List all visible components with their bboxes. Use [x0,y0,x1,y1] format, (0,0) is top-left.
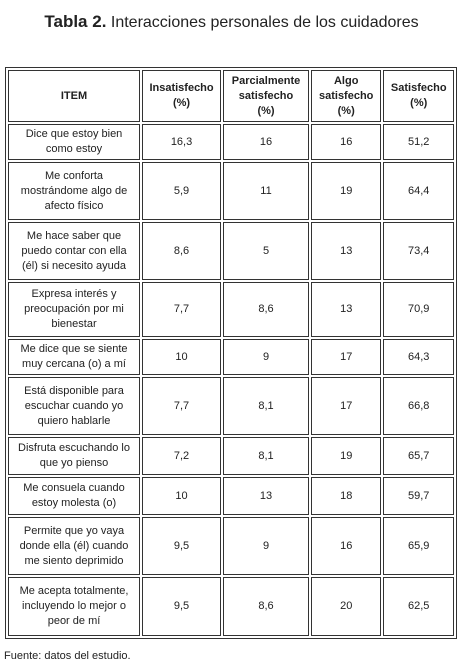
value-cell: 16 [310,124,382,160]
header-row: ITEM Insatisfecho (%) Parcialmente satisfe… [8,70,454,122]
value-cell: 5 [223,222,309,280]
value-cell: 9,5 [142,577,222,636]
title: Tabla 2. Interacciones personales de los… [0,12,463,32]
item-cell: Dice que estoy bien como estoy [8,124,140,160]
value-cell: 16 [223,124,309,160]
item-cell: Expresa interés y preocupación por mi bi… [8,282,140,337]
value-cell: 9 [223,517,309,575]
value-cell: 65,7 [383,437,454,475]
title-text: Interacciones personales de los cuidador… [110,14,419,31]
header-cell: ITEM [8,70,140,122]
title-label: Tabla 2. [44,12,107,31]
row: Me dice que se siente muy cercana (o) a … [8,339,454,375]
row: Dice que estoy bien como estoy 16,3 16 16 51… [8,124,454,160]
value-cell: 13 [223,477,309,515]
value-cell: 8,1 [223,437,309,475]
value-cell: 18 [310,477,382,515]
value-cell: 19 [310,162,382,220]
value-cell: 20 [310,577,382,636]
table: ITEM Insatisfecho (%) Parcialmente satisfe… [5,67,457,639]
value-cell: 64,3 [383,339,454,375]
item-cell: Me conforta mostrándome algo de afecto f… [8,162,140,220]
item-cell: Me consuela cuando estoy molesta (o) [8,477,140,515]
item-cell: Me acepta totalmente, incluyendo lo mejo… [8,577,140,636]
value-cell: 19 [310,437,382,475]
value-cell: 13 [310,222,382,280]
item-cell: Me hace saber que puedo contar con ella … [8,222,140,280]
item-cell: Está disponible para escuchar cuando yo … [8,377,140,435]
row: Me conforta mostrándome algo de afecto f… [8,162,454,220]
header-cell: Algo satisfecho (%) [310,70,382,122]
value-cell: 51,2 [383,124,454,160]
value-cell: 70,9 [383,282,454,337]
value-cell: 66,8 [383,377,454,435]
value-cell: 17 [310,339,382,375]
value-cell: 65,9 [383,517,454,575]
row: Me consuela cuando estoy molesta (o) 10 13… [8,477,454,515]
value-cell: 7,2 [142,437,222,475]
value-cell: 9,5 [142,517,222,575]
value-cell: 7,7 [142,377,222,435]
value-cell: 59,7 [383,477,454,515]
value-cell: 16 [310,517,382,575]
item-cell: Permite que yo vaya donde ella (él) cuan… [8,517,140,575]
value-cell: 73,4 [383,222,454,280]
row: Está disponible para escuchar cuando yo … [8,377,454,435]
item-cell: Disfruta escuchando lo que yo pienso [8,437,140,475]
value-cell: 8,6 [142,222,222,280]
row: Permite que yo vaya donde ella (él) cuan… [8,517,454,575]
item-cell: Me dice que se siente muy cercana (o) a … [8,339,140,375]
row: Me acepta totalmente, incluyendo lo mejo… [8,577,454,636]
value-cell: 17 [310,377,382,435]
value-cell: 13 [310,282,382,337]
value-cell: 64,4 [383,162,454,220]
value-cell: 7,7 [142,282,222,337]
value-cell: 8,6 [223,577,309,636]
value-cell: 9 [223,339,309,375]
row: Me hace saber que puedo contar con ella … [8,222,454,280]
header-cell: Parcialmente satisfecho (%) [223,70,309,122]
value-cell: 8,6 [223,282,309,337]
row: Disfruta escuchando lo que yo pienso 7,2 8… [8,437,454,475]
value-cell: 62,5 [383,577,454,636]
header-cell: Satisfecho (%) [383,70,454,122]
row: Expresa interés y preocupación por mi bi… [8,282,454,337]
value-cell: 5,9 [142,162,222,220]
value-cell: 11 [223,162,309,220]
value-cell: 10 [142,477,222,515]
source: Fuente: datos del estudio. [4,650,131,662]
value-cell: 16,3 [142,124,222,160]
header-cell: Insatisfecho (%) [142,70,222,122]
value-cell: 8,1 [223,377,309,435]
value-cell: 10 [142,339,222,375]
